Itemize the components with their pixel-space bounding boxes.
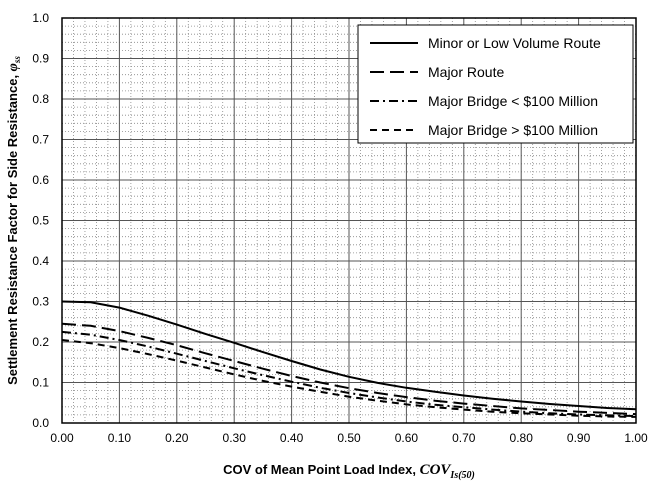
y-tick-label: 0.3	[32, 295, 49, 309]
y-tick-labels: 0.0 0.1 0.2 0.3 0.4 0.5 0.6 0.7 0.8 0.9 1.0	[32, 11, 49, 430]
y-tick-label: 0.0	[32, 416, 49, 430]
y-axis-title: Settlement Resistance Factor for Side Re…	[5, 56, 22, 385]
y-axis-title-symbol: φ	[6, 63, 21, 71]
y-tick-label: 0.2	[32, 335, 49, 349]
legend-label: Major Route	[428, 64, 504, 80]
legend-label: Major Bridge > $100 Million	[428, 122, 598, 138]
x-tick-label: 0.00	[50, 431, 74, 445]
y-tick-label: 0.7	[32, 133, 49, 147]
x-tick-label: 0.70	[452, 431, 476, 445]
x-tick-label: 0.80	[510, 431, 534, 445]
x-tick-label: 0.10	[108, 431, 132, 445]
series-line-1	[61, 300, 637, 411]
legend-label: Major Bridge < $100 Million	[428, 93, 598, 109]
y-tick-label: 0.4	[32, 254, 49, 268]
y-axis-title-text: Settlement Resistance Factor for Side Re…	[5, 71, 20, 385]
series-lines	[61, 300, 637, 418]
x-axis-title-subscript: Is(50)	[449, 470, 474, 481]
x-axis-title: COV of Mean Point Load Index, COVIs(50)	[223, 462, 475, 481]
legend-label: Minor or Low Volume Route	[428, 35, 601, 51]
x-tick-label: 0.50	[337, 431, 361, 445]
y-tick-label: 0.8	[32, 92, 49, 106]
x-tick-labels: 0.00 0.10 0.20 0.30 0.40 0.50 0.60 0.70 0.80 0.90…	[50, 431, 648, 445]
x-tick-label: 0.20	[165, 431, 189, 445]
series-line-2	[61, 322, 637, 416]
plot-frame	[61, 17, 637, 424]
x-tick-label: 0.90	[567, 431, 591, 445]
x-tick-label: 1.00	[624, 431, 648, 445]
legend: Minor or Low Volume Route Major Route Majo…	[357, 24, 634, 144]
y-axis-title-subscript: ss	[12, 56, 22, 65]
y-tick-label: 0.6	[32, 173, 49, 187]
series-line-4	[61, 339, 637, 418]
x-axis-title-text: COV of Mean Point Load Index,	[223, 462, 419, 477]
series-line-3	[61, 330, 637, 418]
y-tick-label: 0.5	[32, 214, 49, 228]
y-tick-label: 1.0	[32, 11, 49, 25]
x-tick-label: 0.40	[280, 431, 304, 445]
x-axis-title-symbol: COV	[420, 462, 453, 478]
x-tick-label: 0.60	[395, 431, 419, 445]
y-tick-label: 0.1	[32, 376, 49, 390]
x-tick-label: 0.30	[223, 431, 247, 445]
legend-box	[357, 24, 634, 144]
y-tick-label: 0.9	[32, 52, 49, 66]
